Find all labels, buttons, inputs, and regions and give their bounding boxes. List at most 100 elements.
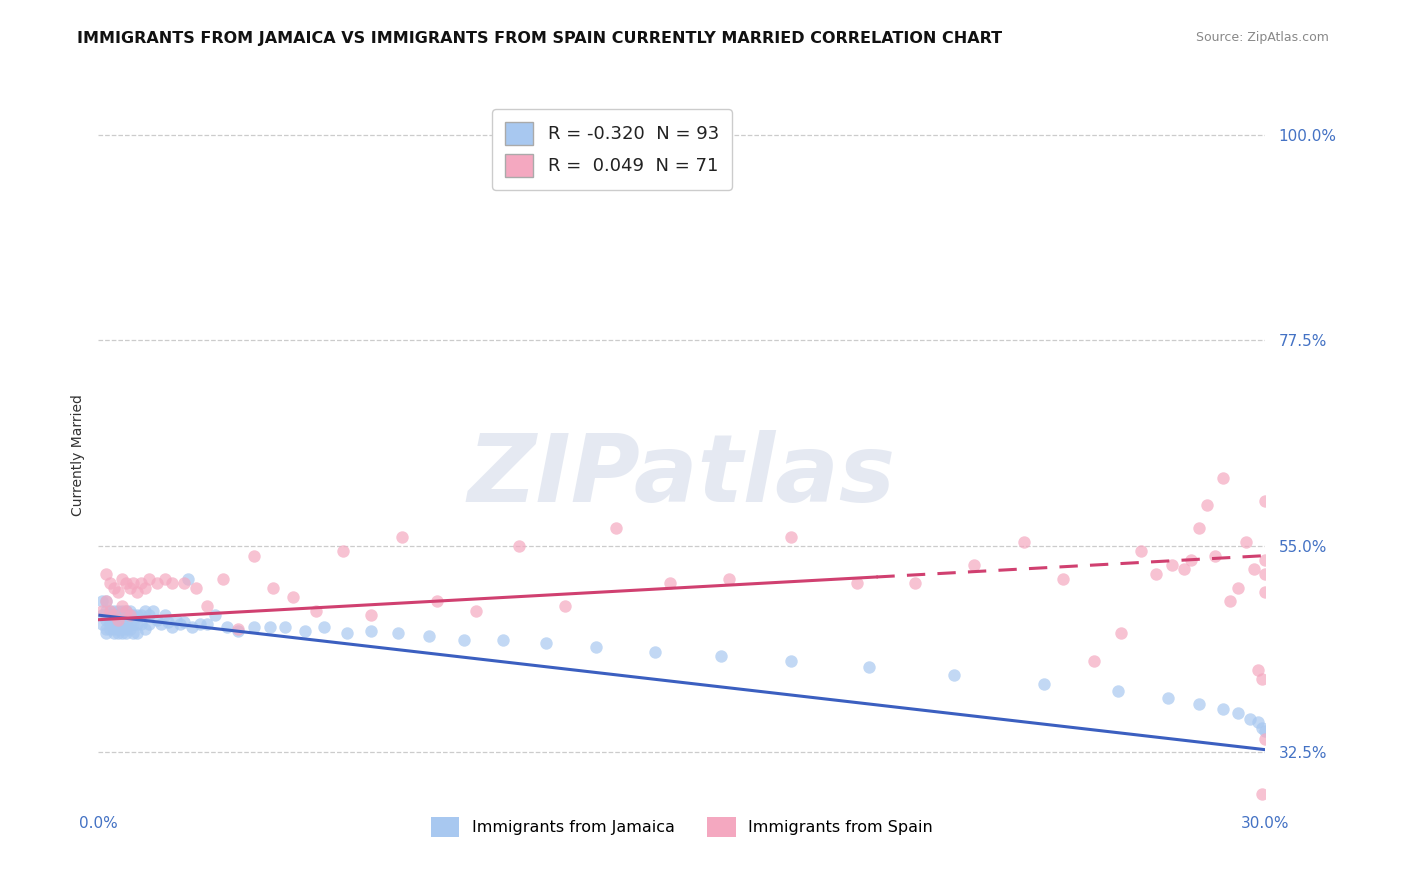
- Point: [281, 590, 304, 604]
- Point: [1111, 626, 1133, 640]
- Point: [180, 620, 202, 634]
- Point: [98, 576, 121, 591]
- Point: [96, 603, 118, 617]
- Point: [107, 585, 129, 599]
- Point: [107, 613, 129, 627]
- Point: [127, 585, 149, 599]
- Point: [138, 572, 160, 586]
- Point: [1173, 562, 1195, 576]
- Point: [111, 572, 134, 586]
- Point: [779, 654, 801, 668]
- Point: [1254, 493, 1277, 508]
- Legend: Immigrants from Jamaica, Immigrants from Spain: Immigrants from Jamaica, Immigrants from…: [425, 810, 939, 844]
- Point: [103, 603, 125, 617]
- Point: [103, 581, 125, 595]
- Point: [118, 581, 141, 595]
- Point: [943, 667, 966, 681]
- Point: [1204, 549, 1226, 563]
- Point: [118, 608, 141, 623]
- Point: [162, 620, 184, 634]
- Point: [1188, 697, 1211, 711]
- Point: [129, 617, 152, 632]
- Point: [453, 632, 475, 647]
- Point: [387, 626, 409, 640]
- Point: [96, 594, 118, 608]
- Point: [1032, 677, 1054, 691]
- Point: [1254, 731, 1277, 746]
- Point: [1188, 521, 1211, 535]
- Point: [492, 632, 515, 647]
- Point: [1107, 684, 1129, 698]
- Text: IMMIGRANTS FROM JAMAICA VS IMMIGRANTS FROM SPAIN CURRENTLY MARRIED CORRELATION C: IMMIGRANTS FROM JAMAICA VS IMMIGRANTS FR…: [77, 31, 1002, 46]
- Point: [169, 617, 191, 632]
- Point: [1195, 498, 1218, 512]
- Point: [177, 572, 200, 586]
- Point: [111, 622, 134, 636]
- Point: [1212, 471, 1234, 485]
- Point: [605, 521, 627, 535]
- Point: [243, 549, 266, 563]
- Point: [1129, 544, 1152, 558]
- Point: [1212, 702, 1234, 716]
- Point: [1254, 553, 1277, 567]
- Point: [103, 608, 125, 623]
- Point: [1246, 663, 1268, 677]
- Point: [122, 617, 145, 632]
- Point: [98, 603, 121, 617]
- Point: [111, 603, 134, 617]
- Point: [103, 617, 125, 632]
- Point: [1083, 654, 1105, 668]
- Point: [146, 576, 169, 591]
- Point: [134, 622, 156, 636]
- Point: [1157, 690, 1180, 705]
- Point: [138, 608, 160, 623]
- Point: [659, 576, 682, 591]
- Point: [134, 603, 156, 617]
- Point: [904, 576, 927, 591]
- Point: [111, 608, 134, 623]
- Point: [134, 581, 156, 595]
- Point: [127, 608, 149, 623]
- Y-axis label: Currently Married: Currently Married: [70, 394, 84, 516]
- Point: [1180, 553, 1202, 567]
- Point: [1234, 534, 1257, 549]
- Point: [1250, 787, 1272, 801]
- Point: [127, 626, 149, 640]
- Point: [259, 620, 281, 634]
- Point: [118, 617, 141, 632]
- Point: [103, 608, 125, 623]
- Point: [153, 608, 176, 623]
- Point: [111, 599, 134, 613]
- Point: [312, 620, 335, 634]
- Point: [262, 581, 284, 595]
- Point: [195, 599, 218, 613]
- Point: [96, 594, 118, 608]
- Point: [508, 540, 530, 554]
- Point: [426, 594, 449, 608]
- Point: [149, 617, 172, 632]
- Point: [534, 635, 557, 649]
- Point: [111, 626, 134, 640]
- Point: [1250, 672, 1272, 686]
- Point: [204, 608, 226, 623]
- Point: [107, 603, 129, 617]
- Point: [114, 617, 136, 632]
- Point: [98, 617, 121, 632]
- Point: [122, 576, 145, 591]
- Point: [165, 613, 187, 627]
- Point: [294, 624, 316, 638]
- Point: [1227, 706, 1250, 720]
- Point: [114, 608, 136, 623]
- Point: [1219, 594, 1241, 608]
- Point: [96, 566, 118, 581]
- Point: [114, 603, 136, 617]
- Point: [1052, 572, 1074, 586]
- Point: [103, 622, 125, 636]
- Point: [96, 626, 118, 640]
- Point: [111, 617, 134, 632]
- Point: [114, 622, 136, 636]
- Point: [779, 530, 801, 544]
- Point: [98, 613, 121, 627]
- Point: [274, 620, 297, 634]
- Point: [114, 626, 136, 640]
